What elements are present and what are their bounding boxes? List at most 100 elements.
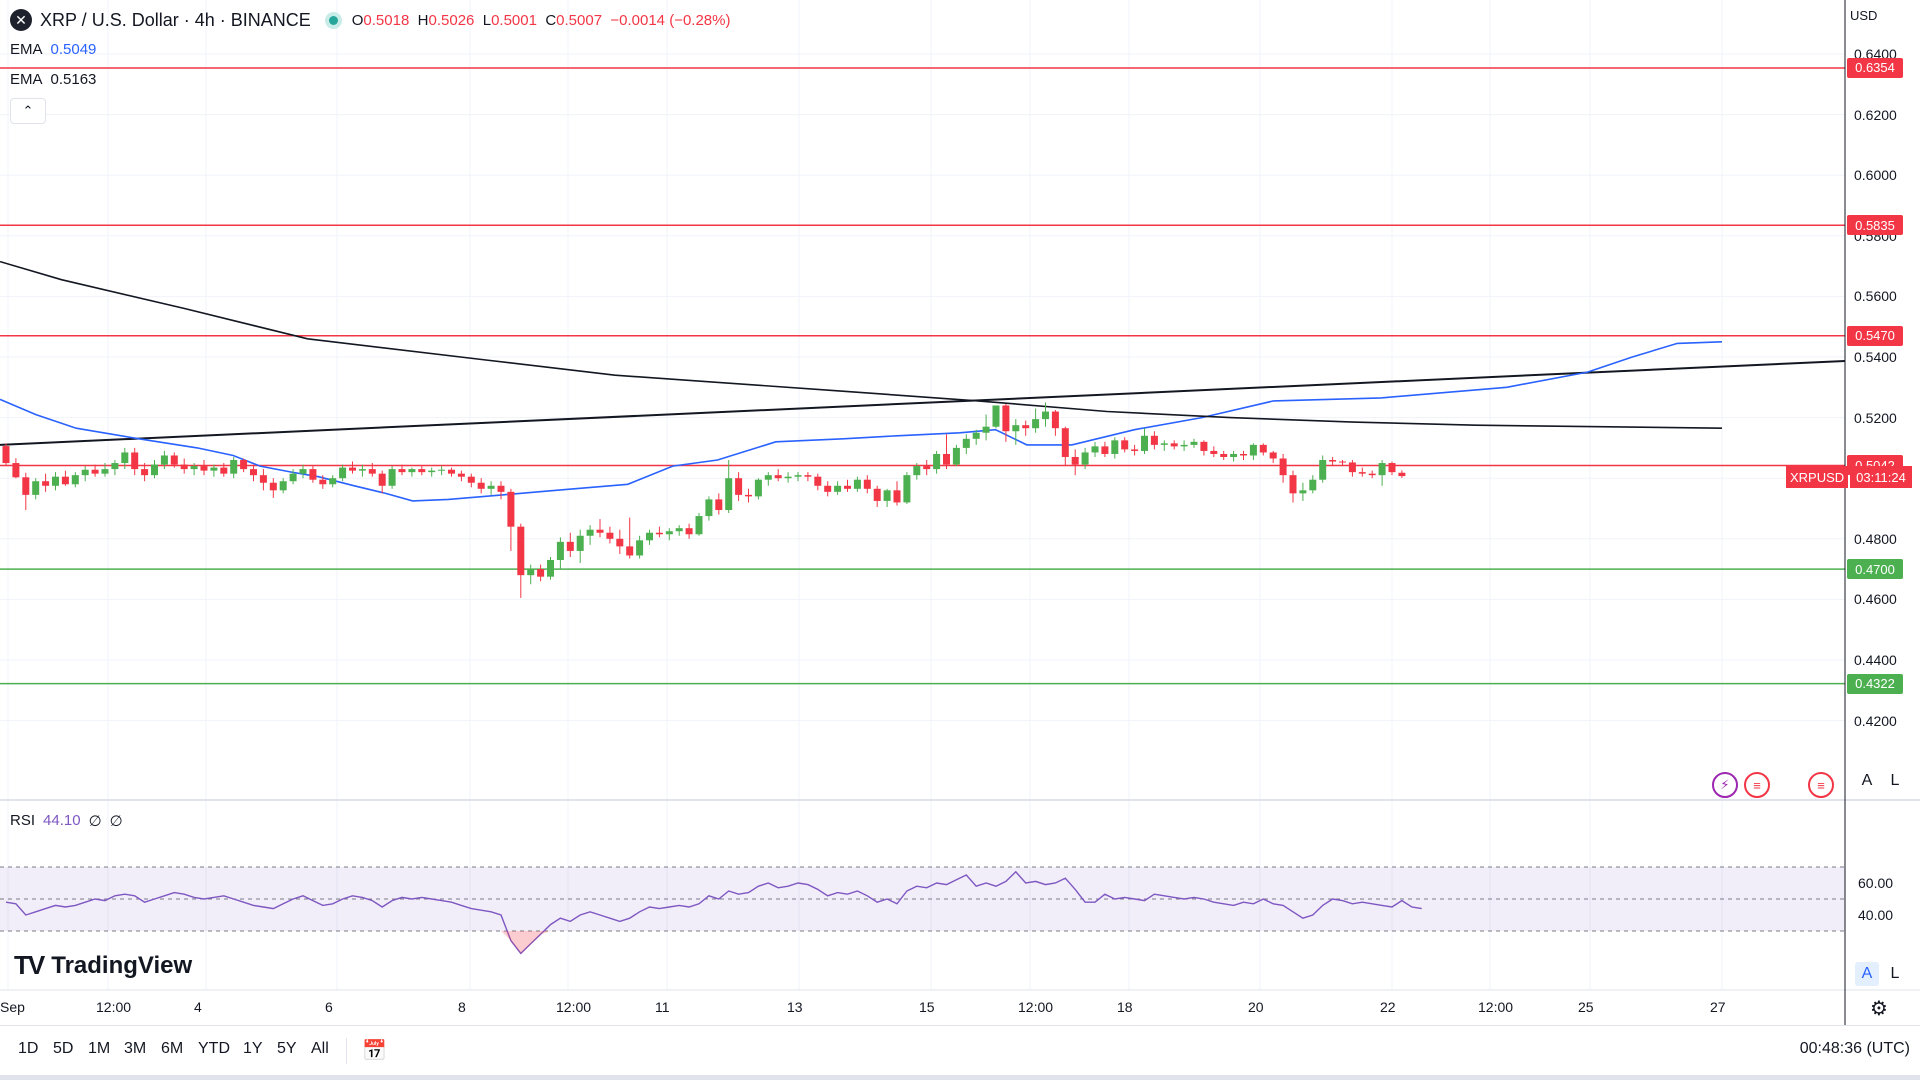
candle-body — [279, 481, 287, 491]
candle-up — [764, 472, 772, 486]
lightning-icon[interactable]: ⚡ — [1712, 772, 1738, 798]
candle-body — [1042, 411, 1049, 420]
us-flag-event-icon[interactable]: ≡ — [1808, 772, 1834, 798]
candle-body — [665, 531, 673, 535]
candle-body — [982, 426, 990, 433]
ema-slow-value: 0.5163 — [50, 71, 97, 88]
time-tick-label: 12:00 — [1478, 999, 1514, 1015]
candle-body — [467, 476, 475, 483]
candle-down — [1220, 450, 1228, 461]
candle-up — [952, 444, 960, 467]
candle-body — [457, 473, 465, 477]
candle-body — [962, 438, 970, 448]
candle-up — [111, 460, 119, 476]
candle-body — [309, 469, 317, 480]
candle-down — [378, 470, 386, 494]
gear-icon[interactable]: ⚙ — [1870, 998, 1888, 1020]
candle-body — [1269, 452, 1277, 459]
time-tick-label: 20 — [1248, 999, 1264, 1015]
candle-down — [1170, 440, 1178, 450]
price-tick-label: 0.5400 — [1854, 349, 1897, 365]
candle-body — [1002, 405, 1010, 432]
candle-down — [220, 463, 228, 477]
ema-slow-legend[interactable]: EMA 0.5163 — [10, 71, 96, 88]
candle-down — [368, 463, 376, 477]
us-flag-icon[interactable]: ≡ — [1744, 772, 1770, 798]
time-tick-label: 4 — [194, 999, 202, 1015]
rsi-label: RSI — [10, 812, 36, 829]
candle-up — [883, 488, 891, 507]
candle-body — [754, 479, 762, 497]
range-button-1m[interactable]: 1M — [88, 1040, 111, 1057]
tradingview-logo[interactable]: TV TradingView — [14, 950, 192, 981]
candle-up — [32, 478, 40, 500]
candle-body — [556, 541, 564, 561]
candle-down — [309, 466, 317, 483]
rsi-tick-label: 40.00 — [1858, 907, 1894, 923]
range-button-6m[interactable]: 6M — [161, 1040, 184, 1057]
rsi-legend[interactable]: RSI 44.10 ∅ ∅ — [10, 812, 123, 830]
candle-body — [250, 469, 257, 476]
candle-body — [269, 482, 277, 491]
candle-body — [2, 446, 10, 464]
symbol-legend[interactable]: ✕ XRP / U.S. Dollar · 4h · BINANCE O0.50… — [10, 9, 730, 31]
candle-body — [764, 475, 772, 480]
candle-down — [1061, 426, 1069, 467]
candle-down — [1002, 403, 1010, 442]
candle-down — [497, 481, 505, 500]
candle-down — [457, 470, 465, 482]
auto-scale-button-main[interactable]: A — [1861, 772, 1873, 789]
collapse-legend-button[interactable]: ⌃ — [10, 98, 46, 124]
axes — [0, 0, 1920, 1025]
time-tick-label: 25 — [1578, 999, 1594, 1015]
symbol-title[interactable]: XRP / U.S. Dollar · 4h · BINANCE — [40, 9, 311, 30]
candle-body — [893, 490, 901, 503]
auto-scale-button-rsi[interactable]: A — [1855, 962, 1879, 986]
time-tick-label: 15 — [919, 999, 935, 1015]
candle-down — [596, 519, 604, 538]
utc-clock[interactable]: 00:48:36 (UTC) — [1799, 1040, 1910, 1057]
candle-down — [319, 475, 327, 489]
candle-down — [2, 443, 10, 467]
candle-body — [259, 475, 267, 483]
range-button-1d[interactable]: 1D — [18, 1040, 39, 1057]
candle-down — [141, 463, 149, 482]
candle-down — [200, 460, 208, 476]
candle-body — [972, 432, 980, 439]
range-button-1y[interactable]: 1Y — [243, 1040, 263, 1057]
candle-down — [863, 475, 871, 494]
range-button-5y[interactable]: 5Y — [277, 1040, 297, 1057]
candle-up — [160, 450, 168, 470]
candle-up — [992, 405, 1000, 429]
range-button-3m[interactable]: 3M — [124, 1040, 147, 1057]
log-scale-button-main[interactable]: L — [1890, 772, 1900, 789]
candle-body — [636, 540, 644, 556]
candle-down — [180, 458, 188, 474]
candle-up — [556, 537, 564, 570]
candle-down — [537, 564, 545, 582]
candle-up — [339, 464, 347, 482]
range-button-ytd[interactable]: YTD — [198, 1040, 230, 1057]
candle-body — [319, 479, 327, 485]
candle-body — [576, 535, 584, 551]
calendar-icon[interactable]: 📅 — [362, 1040, 387, 1062]
candle-body — [1289, 475, 1297, 494]
ema-fast-legend[interactable]: EMA 0.5049 — [10, 41, 96, 58]
price-tick-label: 0.5200 — [1854, 409, 1897, 426]
candle-body — [1061, 428, 1069, 457]
candle-body — [329, 478, 337, 485]
candle-body — [774, 475, 782, 479]
range-button-all[interactable]: All — [311, 1040, 329, 1057]
log-scale-button-rsi[interactable]: L — [1890, 965, 1900, 982]
range-button-5d[interactable]: 5D — [53, 1040, 74, 1057]
candle-body — [487, 485, 495, 489]
price-level-tag: 0.4700 — [1847, 559, 1903, 580]
candle-down — [873, 485, 881, 507]
candle-body — [1081, 452, 1089, 465]
candle-body — [675, 528, 683, 532]
candle-up — [1190, 438, 1198, 448]
candle-down — [507, 488, 515, 551]
candle-down — [22, 472, 30, 511]
currency-button[interactable]: USD — [1850, 8, 1878, 23]
